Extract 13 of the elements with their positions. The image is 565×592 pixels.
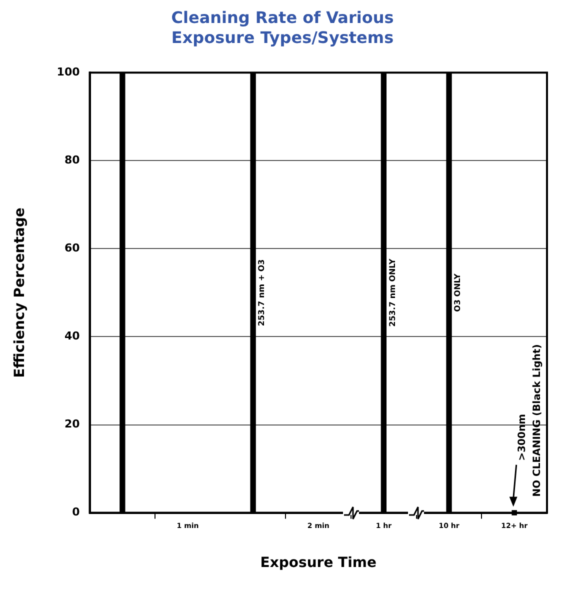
y-axis-title: Efficiency Percentage — [12, 208, 28, 378]
chart-title: Cleaning Rate of Various Exposure Types/Systems — [170, 8, 395, 48]
text: 253.7 nm + O3 — [257, 259, 266, 326]
x-axis-title: Exposure Time — [260, 555, 377, 572]
annotation: >300nm NO CLEANING (Black Light) — [516, 344, 543, 497]
y-tick-label: 40 — [64, 330, 80, 343]
y-tick-label: 80 — [64, 154, 80, 166]
text: O3 ONLY — [453, 273, 462, 312]
y-tick-label: 20 — [64, 418, 80, 431]
y-tick-label: 100 — [56, 65, 80, 78]
y-tick-label: 0 — [72, 506, 80, 519]
text: 253.7 nm ONLY — [388, 258, 397, 327]
y-tick-label: 60 — [64, 242, 80, 255]
